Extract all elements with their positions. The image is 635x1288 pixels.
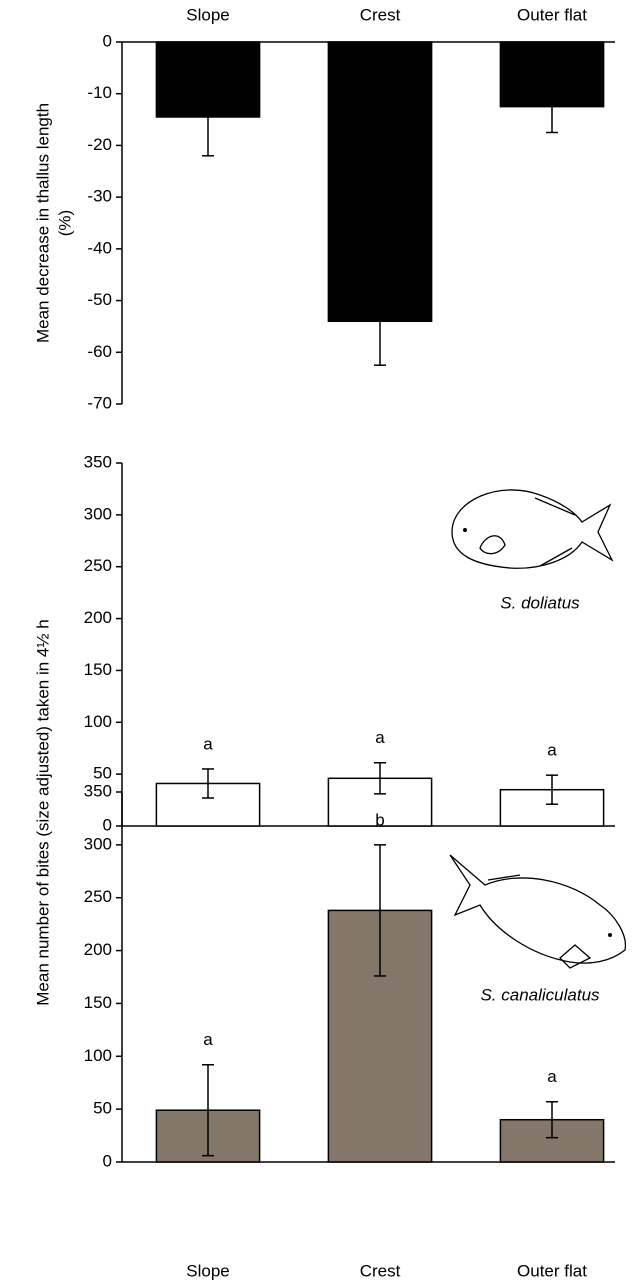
x-tick-label: Crest [360, 5, 401, 24]
error-bar [374, 321, 386, 365]
y-axis-label: (%) [55, 210, 74, 236]
bar [156, 42, 259, 117]
error-bar [202, 117, 214, 156]
y-tick-label: 100 [84, 1046, 112, 1065]
x-tick-label: Crest [360, 1261, 401, 1280]
y-tick-label: -40 [87, 238, 112, 257]
significance-label: a [547, 1067, 557, 1086]
significance-label: a [203, 1030, 213, 1049]
y-tick-label: 350 [84, 781, 112, 800]
chart: 0 -10 -20 -30 -40 -50 -60 -70 Mean decrease in t… [0, 0, 635, 1288]
fish-icon [452, 490, 612, 568]
bar [500, 42, 603, 107]
y-axis-label: Mean number of bites (size adjusted) tak… [33, 619, 52, 1006]
y-tick-label: -60 [87, 342, 112, 361]
y-tick-label: -70 [87, 393, 112, 412]
significance-label: a [547, 741, 557, 760]
y-tick-label: 0 [103, 815, 112, 834]
y-tick-label: 100 [84, 712, 112, 731]
y-tick-label: 300 [84, 834, 112, 853]
y-tick-label: 350 [84, 452, 112, 471]
x-tick-label: Slope [186, 5, 229, 24]
x-tick-label: Slope [186, 1261, 229, 1280]
fish-icon [450, 855, 625, 968]
y-tick-label: -20 [87, 135, 112, 154]
y-tick-label: 150 [84, 660, 112, 679]
y-axis-label: Mean decrease in thallus length [33, 103, 52, 343]
y-tick-label: 150 [84, 993, 112, 1012]
species-label: S. doliatus [500, 593, 580, 612]
bar [328, 42, 431, 321]
y-tick-label: 50 [93, 764, 112, 783]
y-tick-label: 250 [84, 887, 112, 906]
y-tick-label: -30 [87, 187, 112, 206]
x-tick-label: Outer flat [517, 1261, 587, 1280]
y-tick-label: -10 [87, 83, 112, 102]
y-tick-label: 0 [103, 1151, 112, 1170]
x-tick-label: Outer flat [517, 5, 587, 24]
error-bar [546, 107, 558, 133]
y-tick-label: 300 [84, 504, 112, 523]
species-label: S. canaliculatus [480, 985, 600, 1004]
y-tick-label: 200 [84, 608, 112, 627]
y-tick-label: 0 [103, 31, 112, 50]
y-tick-label: 200 [84, 940, 112, 959]
y-tick-label: 250 [84, 556, 112, 575]
significance-label: a [203, 734, 213, 753]
significance-label: a [375, 728, 385, 747]
y-tick-label: -50 [87, 290, 112, 309]
page: 0 -10 -20 -30 -40 -50 -60 -70 Mean decrease in t… [0, 0, 635, 1288]
significance-label: b [375, 810, 384, 829]
y-tick-label: 50 [93, 1099, 112, 1118]
